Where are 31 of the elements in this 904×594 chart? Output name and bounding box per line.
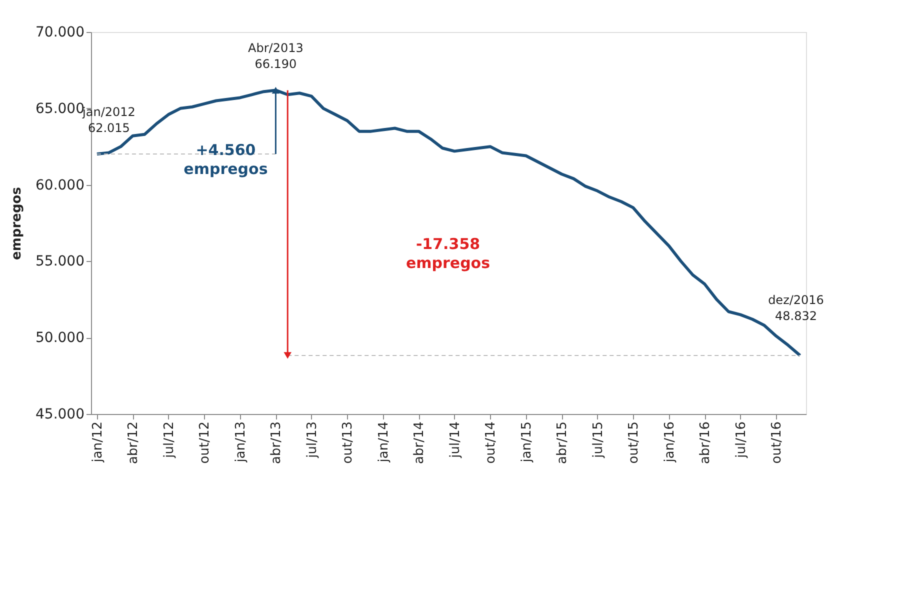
y-tick-label: 70.000 [36, 24, 84, 40]
y-tick-label: 50.000 [36, 330, 84, 346]
annotation: -17.358 empregos [406, 235, 490, 272]
x-tick-label: out/15 [626, 422, 642, 464]
x-tick-label: jul/14 [448, 422, 463, 459]
x-tick-label: out/13 [340, 422, 356, 464]
annotation: dez/2016 48.832 [768, 293, 824, 323]
x-tick-label: jan/14 [376, 422, 392, 464]
x-tick-label: jan/12 [90, 422, 106, 464]
x-tick-label: jul/12 [162, 422, 177, 459]
annotation: +4.560 empregos [184, 141, 268, 178]
x-tick-label: out/12 [198, 422, 213, 464]
x-tick-label: abr/13 [269, 422, 284, 464]
x-tick-label: abr/12 [126, 422, 142, 464]
x-tick-label: out/16 [770, 422, 785, 464]
x-tick-label: out/14 [484, 422, 499, 464]
x-tick-label: jul/13 [304, 422, 320, 459]
annotation: Abr/2013 66.190 [248, 41, 304, 72]
y-tick-label: 45.000 [36, 406, 84, 422]
y-axis-title: empregos [10, 186, 25, 260]
y-tick-label: 60.000 [36, 177, 84, 194]
x-tick-label: abr/14 [412, 422, 428, 464]
x-tick-label: jan/13 [233, 422, 248, 464]
x-tick-label: jan/16 [662, 422, 678, 464]
y-tick-label: 55.000 [36, 254, 84, 270]
x-tick-label: abr/16 [698, 422, 714, 464]
x-tick-label: jan/15 [519, 422, 534, 464]
x-tick-label: jul/16 [734, 422, 749, 459]
x-tick-label: jul/15 [590, 422, 606, 459]
x-tick-label: abr/15 [555, 422, 570, 464]
y-tick-label: 65.000 [36, 100, 84, 117]
